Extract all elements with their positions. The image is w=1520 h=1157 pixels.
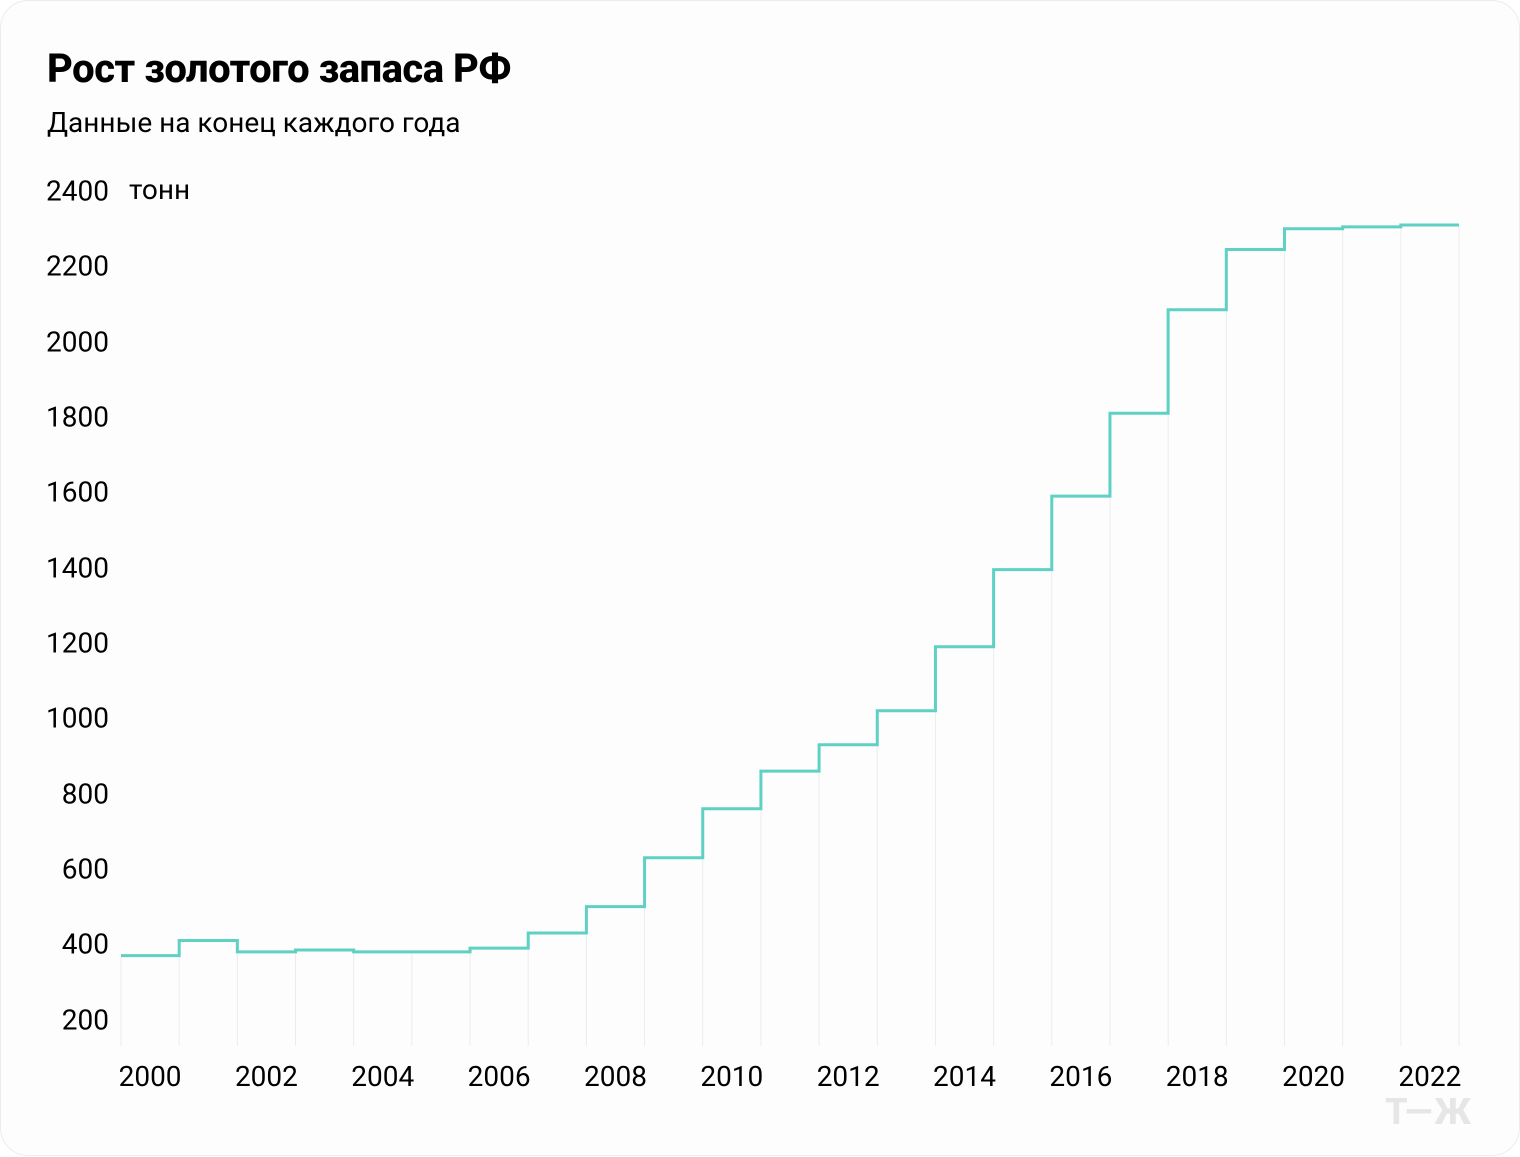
- x-axis-label: 2008: [584, 1060, 647, 1093]
- x-axis-label: 2012: [817, 1060, 880, 1093]
- x-axis-label: 2020: [1282, 1060, 1345, 1093]
- x-axis-label: 2004: [351, 1060, 414, 1093]
- watermark-logo: Т—Ж: [1385, 1091, 1473, 1133]
- x-axis-label: 2014: [933, 1060, 996, 1093]
- x-axis-label: 2016: [1049, 1060, 1112, 1093]
- x-axis-label: 2018: [1166, 1060, 1229, 1093]
- x-axis-label: 2010: [700, 1060, 763, 1093]
- x-axis-label: 2006: [468, 1060, 531, 1093]
- x-axis-label: 2000: [119, 1060, 182, 1093]
- step-line: [121, 225, 1459, 956]
- x-axis-label: 2022: [1398, 1060, 1461, 1093]
- y-axis-unit: тонн: [129, 173, 190, 206]
- x-axis-label: 2002: [235, 1060, 298, 1093]
- chart-card: Рост золотого запаса РФ Данные на конец …: [0, 0, 1520, 1156]
